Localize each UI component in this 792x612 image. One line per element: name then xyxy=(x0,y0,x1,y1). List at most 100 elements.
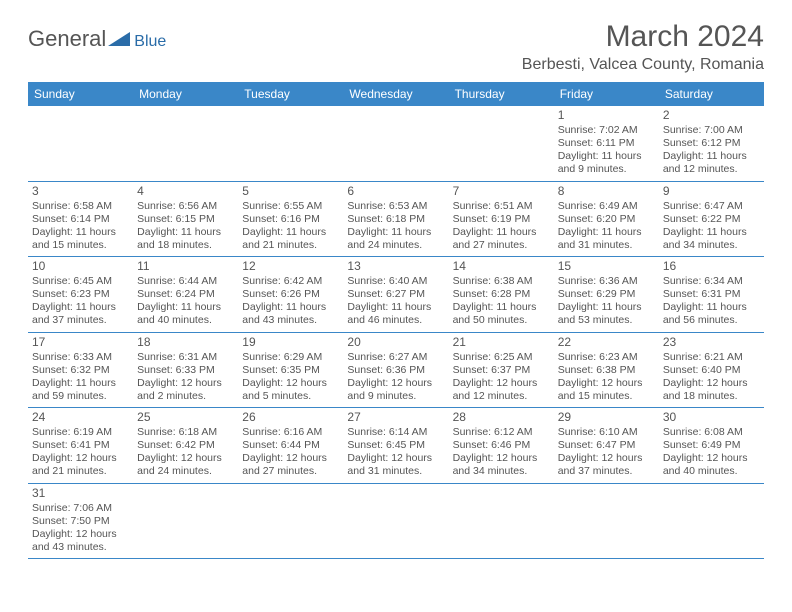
day-number: 20 xyxy=(347,335,444,350)
sunset-line: Sunset: 6:26 PM xyxy=(242,288,339,301)
daylight-line: Daylight: 11 hours and 12 minutes. xyxy=(663,150,760,176)
sunset-line: Sunset: 6:20 PM xyxy=(558,213,655,226)
empty-cell xyxy=(449,106,554,181)
daylight-line: Daylight: 11 hours and 15 minutes. xyxy=(32,226,129,252)
day-number: 7 xyxy=(453,184,550,199)
logo-text-general: General xyxy=(28,26,106,52)
day-cell: 27Sunrise: 6:14 AMSunset: 6:45 PMDayligh… xyxy=(343,408,448,483)
day-number: 13 xyxy=(347,259,444,274)
day-number: 11 xyxy=(137,259,234,274)
daylight-line: Daylight: 12 hours and 15 minutes. xyxy=(558,377,655,403)
sunset-line: Sunset: 6:24 PM xyxy=(137,288,234,301)
sunset-line: Sunset: 6:40 PM xyxy=(663,364,760,377)
sunrise-line: Sunrise: 6:14 AM xyxy=(347,426,444,439)
sunset-line: Sunset: 6:27 PM xyxy=(347,288,444,301)
sunrise-line: Sunrise: 6:49 AM xyxy=(558,200,655,213)
daylight-line: Daylight: 11 hours and 31 minutes. xyxy=(558,226,655,252)
calendar-body: 1Sunrise: 7:02 AMSunset: 6:11 PMDaylight… xyxy=(28,106,764,559)
weekday-label: Sunday xyxy=(28,82,133,106)
day-cell: 20Sunrise: 6:27 AMSunset: 6:36 PMDayligh… xyxy=(343,333,448,408)
day-cell: 25Sunrise: 6:18 AMSunset: 6:42 PMDayligh… xyxy=(133,408,238,483)
day-cell: 4Sunrise: 6:56 AMSunset: 6:15 PMDaylight… xyxy=(133,182,238,257)
sunset-line: Sunset: 7:50 PM xyxy=(32,515,129,528)
sunset-line: Sunset: 6:38 PM xyxy=(558,364,655,377)
day-cell: 15Sunrise: 6:36 AMSunset: 6:29 PMDayligh… xyxy=(554,257,659,332)
daylight-line: Daylight: 11 hours and 27 minutes. xyxy=(453,226,550,252)
sunrise-line: Sunrise: 6:47 AM xyxy=(663,200,760,213)
day-cell: 23Sunrise: 6:21 AMSunset: 6:40 PMDayligh… xyxy=(659,333,764,408)
weekday-label: Friday xyxy=(554,82,659,106)
sunrise-line: Sunrise: 6:29 AM xyxy=(242,351,339,364)
sunset-line: Sunset: 6:37 PM xyxy=(453,364,550,377)
sunset-line: Sunset: 6:11 PM xyxy=(558,137,655,150)
sunset-line: Sunset: 6:49 PM xyxy=(663,439,760,452)
sunrise-line: Sunrise: 6:34 AM xyxy=(663,275,760,288)
day-cell: 2Sunrise: 7:00 AMSunset: 6:12 PMDaylight… xyxy=(659,106,764,181)
day-number: 17 xyxy=(32,335,129,350)
weekday-label: Tuesday xyxy=(238,82,343,106)
day-number: 26 xyxy=(242,410,339,425)
day-number: 16 xyxy=(663,259,760,274)
week-row: 31Sunrise: 7:06 AMSunset: 7:50 PMDayligh… xyxy=(28,484,764,560)
daylight-line: Daylight: 11 hours and 59 minutes. xyxy=(32,377,129,403)
sunset-line: Sunset: 6:23 PM xyxy=(32,288,129,301)
day-number: 24 xyxy=(32,410,129,425)
daylight-line: Daylight: 11 hours and 9 minutes. xyxy=(558,150,655,176)
weekday-label: Monday xyxy=(133,82,238,106)
day-cell: 24Sunrise: 6:19 AMSunset: 6:41 PMDayligh… xyxy=(28,408,133,483)
sunrise-line: Sunrise: 6:21 AM xyxy=(663,351,760,364)
day-cell: 12Sunrise: 6:42 AMSunset: 6:26 PMDayligh… xyxy=(238,257,343,332)
day-number: 3 xyxy=(32,184,129,199)
sunset-line: Sunset: 6:14 PM xyxy=(32,213,129,226)
day-cell: 5Sunrise: 6:55 AMSunset: 6:16 PMDaylight… xyxy=(238,182,343,257)
sunset-line: Sunset: 6:15 PM xyxy=(137,213,234,226)
daylight-line: Daylight: 12 hours and 21 minutes. xyxy=(32,452,129,478)
weekday-label: Wednesday xyxy=(343,82,448,106)
logo-text-blue: Blue xyxy=(134,33,166,51)
day-number: 2 xyxy=(663,108,760,123)
daylight-line: Daylight: 12 hours and 18 minutes. xyxy=(663,377,760,403)
daylight-line: Daylight: 11 hours and 34 minutes. xyxy=(663,226,760,252)
daylight-line: Daylight: 11 hours and 21 minutes. xyxy=(242,226,339,252)
day-number: 31 xyxy=(32,486,129,501)
daylight-line: Daylight: 12 hours and 34 minutes. xyxy=(453,452,550,478)
sunrise-line: Sunrise: 6:44 AM xyxy=(137,275,234,288)
daylight-line: Daylight: 12 hours and 5 minutes. xyxy=(242,377,339,403)
sunrise-line: Sunrise: 7:02 AM xyxy=(558,124,655,137)
daylight-line: Daylight: 12 hours and 40 minutes. xyxy=(663,452,760,478)
daylight-line: Daylight: 12 hours and 31 minutes. xyxy=(347,452,444,478)
sunrise-line: Sunrise: 6:56 AM xyxy=(137,200,234,213)
day-cell: 31Sunrise: 7:06 AMSunset: 7:50 PMDayligh… xyxy=(28,484,133,559)
sunset-line: Sunset: 6:12 PM xyxy=(663,137,760,150)
day-number: 5 xyxy=(242,184,339,199)
empty-cell xyxy=(449,484,554,559)
sunrise-line: Sunrise: 6:16 AM xyxy=(242,426,339,439)
weekday-header: SundayMondayTuesdayWednesdayThursdayFrid… xyxy=(28,82,764,106)
day-cell: 8Sunrise: 6:49 AMSunset: 6:20 PMDaylight… xyxy=(554,182,659,257)
sunrise-line: Sunrise: 6:10 AM xyxy=(558,426,655,439)
logo-shape-icon xyxy=(108,26,130,52)
daylight-line: Daylight: 12 hours and 9 minutes. xyxy=(347,377,444,403)
daylight-line: Daylight: 11 hours and 24 minutes. xyxy=(347,226,444,252)
day-number: 23 xyxy=(663,335,760,350)
sunset-line: Sunset: 6:32 PM xyxy=(32,364,129,377)
empty-cell xyxy=(133,106,238,181)
sunrise-line: Sunrise: 6:19 AM xyxy=(32,426,129,439)
day-number: 22 xyxy=(558,335,655,350)
day-cell: 29Sunrise: 6:10 AMSunset: 6:47 PMDayligh… xyxy=(554,408,659,483)
page-header: General Blue March 2024 Berbesti, Valcea… xyxy=(28,20,764,74)
sunrise-line: Sunrise: 7:00 AM xyxy=(663,124,760,137)
sunset-line: Sunset: 6:45 PM xyxy=(347,439,444,452)
day-number: 21 xyxy=(453,335,550,350)
day-cell: 16Sunrise: 6:34 AMSunset: 6:31 PMDayligh… xyxy=(659,257,764,332)
sunrise-line: Sunrise: 6:23 AM xyxy=(558,351,655,364)
day-number: 29 xyxy=(558,410,655,425)
sunset-line: Sunset: 6:46 PM xyxy=(453,439,550,452)
sunset-line: Sunset: 6:47 PM xyxy=(558,439,655,452)
sunrise-line: Sunrise: 6:12 AM xyxy=(453,426,550,439)
sunset-line: Sunset: 6:41 PM xyxy=(32,439,129,452)
weekday-label: Thursday xyxy=(449,82,554,106)
sunset-line: Sunset: 6:29 PM xyxy=(558,288,655,301)
sunrise-line: Sunrise: 6:27 AM xyxy=(347,351,444,364)
sunset-line: Sunset: 6:44 PM xyxy=(242,439,339,452)
